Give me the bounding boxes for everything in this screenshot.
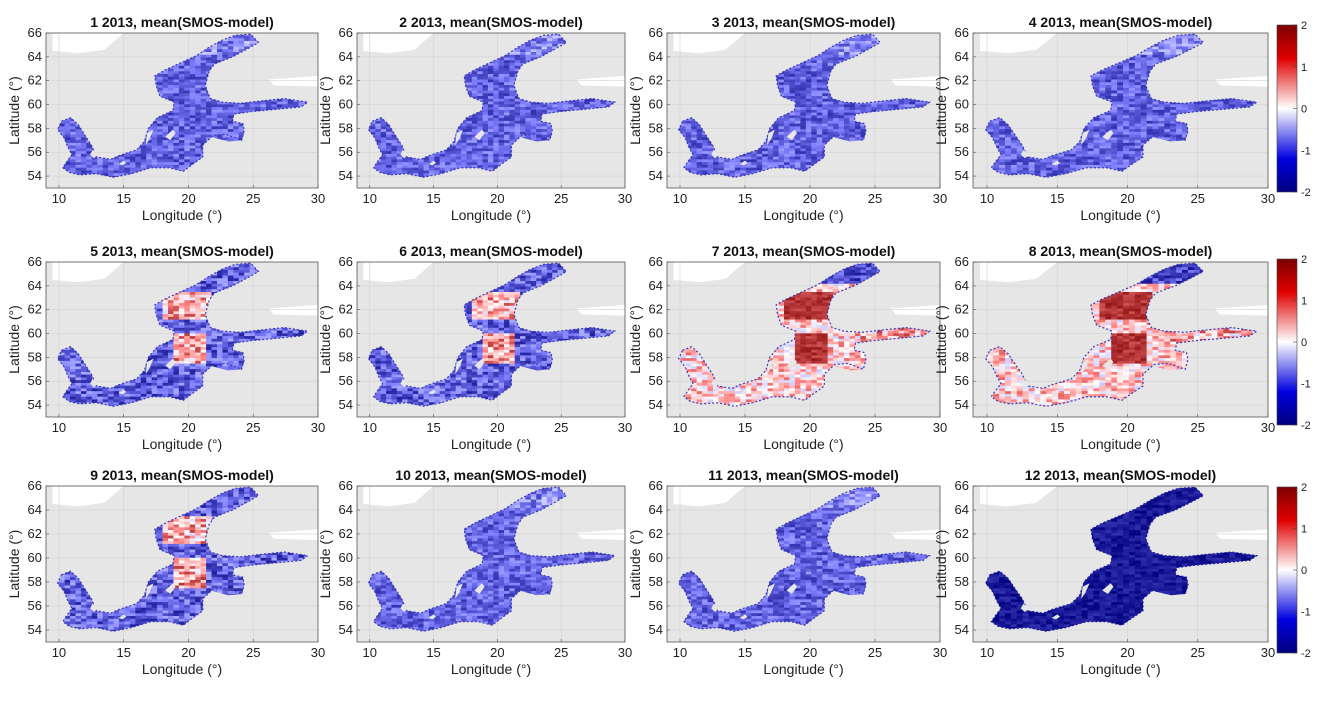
x-tick-label: 15 <box>116 191 130 206</box>
x-tick-label: 25 <box>246 191 260 206</box>
y-tick-label: 62 <box>28 73 42 88</box>
y-tick-label: 60 <box>28 97 42 112</box>
map-panel: 1 2013, mean(SMOS-model) 10 15 20 25 30 54 56 58… <box>6 14 325 223</box>
panel-title: 2 2013, mean(SMOS-model) <box>399 14 583 30</box>
y-tick-label: 58 <box>28 120 42 135</box>
y-axis-label: Latitude (°) <box>6 76 22 145</box>
x-tick-label: 10 <box>52 191 66 206</box>
y-tick-label: 54 <box>28 168 42 183</box>
x-tick-label: 20 <box>181 191 195 206</box>
y-tick-label: 56 <box>28 144 42 159</box>
panel-title: 1 2013, mean(SMOS-model) <box>90 14 274 30</box>
x-tick-label: 30 <box>311 191 325 206</box>
x-axis-label: Longitude (°) <box>142 207 222 223</box>
y-tick-label: 66 <box>28 25 42 40</box>
y-tick-label: 64 <box>28 49 42 64</box>
